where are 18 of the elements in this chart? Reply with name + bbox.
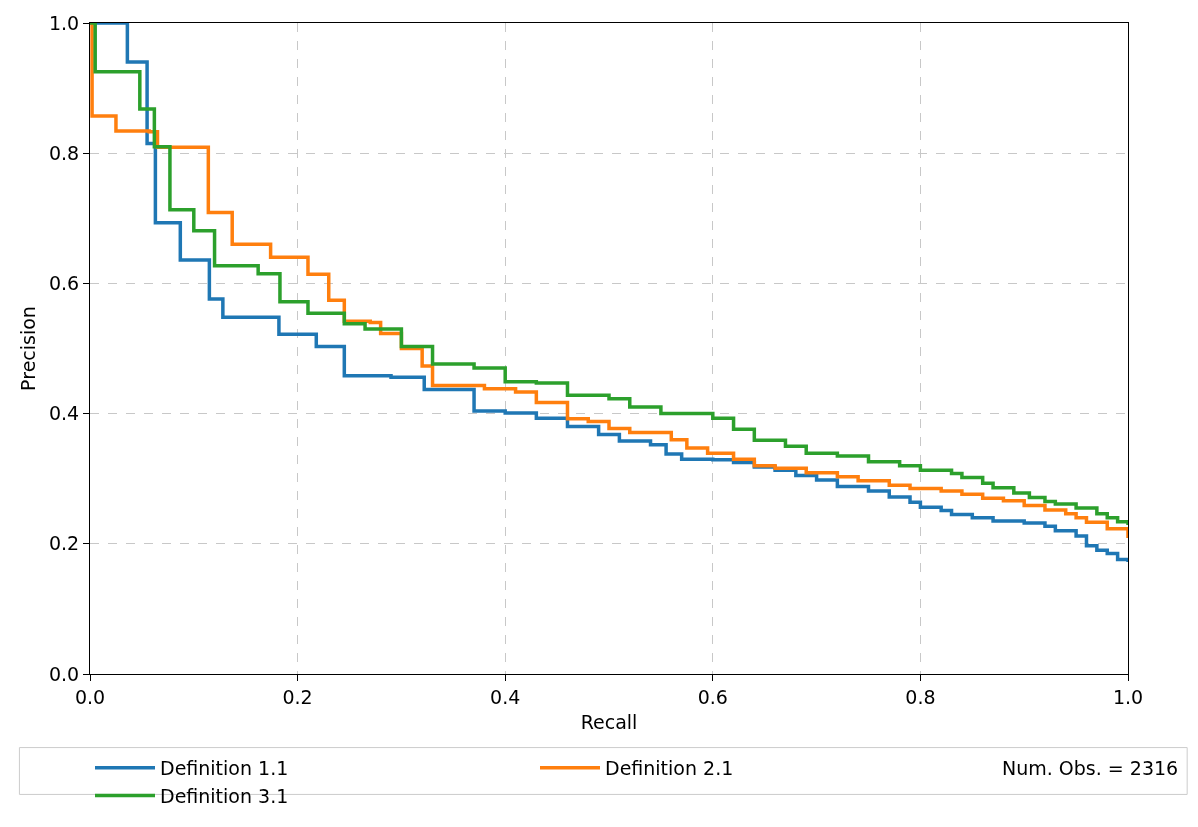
y-tick-label: 0.8 <box>48 141 80 164</box>
x-tick-label: 0.4 <box>490 685 521 708</box>
y-tick-label: 0.4 <box>48 402 80 425</box>
legend-label: Definition 2.1 <box>605 757 734 780</box>
y-tick-label: 0.6 <box>48 272 80 295</box>
x-tick-label: 1.0 <box>1112 685 1144 708</box>
y-tick-label: 0.2 <box>48 532 80 555</box>
legend-label: Definition 1.1 <box>160 757 289 780</box>
text: Num. Obs. = 2316 <box>1002 757 1179 779</box>
y-tick-label: 1.0 <box>48 11 80 34</box>
x-axis-title: Recall <box>580 710 638 733</box>
y-axis-title: Precision <box>16 306 39 391</box>
x-tick-label: 0.2 <box>282 685 313 708</box>
x-tick-label: 0.0 <box>74 685 106 708</box>
x-tick-label: 0.6 <box>697 685 728 708</box>
legend-label: Definition 3.1 <box>160 784 289 807</box>
x-tick-label: 0.8 <box>905 685 936 708</box>
y-tick-label: 0.0 <box>48 662 80 685</box>
